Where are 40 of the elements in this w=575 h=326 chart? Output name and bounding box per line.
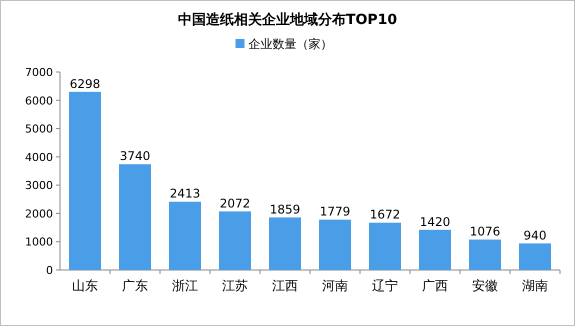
- y-tick-label: 3000: [25, 179, 53, 192]
- x-tick-label: 江西: [272, 279, 298, 294]
- data-label: 1859: [270, 202, 300, 216]
- y-tick-label: 6000: [25, 94, 53, 108]
- data-label: 1779: [320, 204, 350, 219]
- data-label: 940: [524, 228, 546, 242]
- data-label: 2413: [170, 186, 200, 201]
- data-label: 2072: [220, 196, 250, 210]
- x-tick-label: 浙江: [172, 279, 198, 294]
- y-tick-label: 0: [46, 264, 53, 277]
- x-tick-label: 山东: [72, 279, 98, 294]
- x-tick-label: 广东: [122, 279, 148, 294]
- bar: [419, 230, 451, 270]
- data-label: 1076: [470, 224, 500, 239]
- y-tick-label: 4000: [25, 150, 53, 164]
- y-tick-label: 7000: [25, 66, 53, 79]
- y-tick-label: 5000: [25, 122, 53, 136]
- data-label: 1420: [420, 214, 450, 229]
- x-tick-label: 安徽: [472, 278, 498, 294]
- x-tick-label: 湖南: [522, 279, 548, 294]
- bar: [219, 211, 251, 270]
- x-tick-label: 广西: [422, 279, 448, 294]
- x-tick-label: 辽宁: [372, 278, 398, 294]
- y-tick-label: 2000: [25, 207, 53, 220]
- legend-label: 企业数量（家）: [248, 37, 332, 51]
- y-tick-label: 1000: [25, 236, 53, 249]
- bar: [369, 222, 401, 270]
- bar: [169, 202, 201, 270]
- data-label: 3740: [120, 149, 150, 164]
- data-label: 6298: [70, 76, 100, 91]
- bar: [69, 92, 101, 270]
- bar: [119, 164, 151, 270]
- bar: [269, 217, 301, 270]
- x-tick-label: 江苏: [222, 279, 248, 294]
- bar: [319, 220, 351, 270]
- x-tick-label: 河南: [322, 279, 348, 294]
- data-label: 1672: [370, 208, 400, 222]
- chart-title: 中国造纸相关企业地域分布TOP10: [178, 11, 398, 28]
- bar: [519, 243, 551, 270]
- bar: [469, 240, 501, 270]
